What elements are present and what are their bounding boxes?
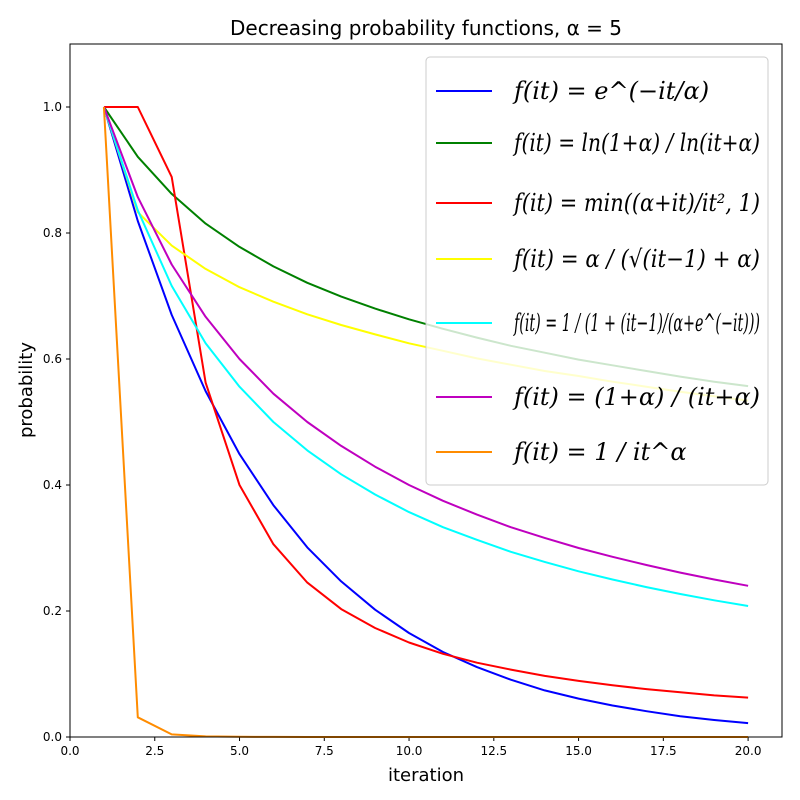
- y-axis-title: probability: [16, 342, 37, 438]
- y-tick-label: 0.8: [43, 226, 62, 240]
- x-tick-label: 10.0: [396, 744, 423, 758]
- x-tick-label: 5.0: [230, 744, 249, 758]
- legend: f(it) = e^(−it/α) f(it) = ln(1+α) / ln(it…: [425, 56, 769, 486]
- x-axis-title: iteration: [388, 765, 464, 786]
- x-tick-label: 2.5: [145, 744, 164, 758]
- series-line-6: [102, 106, 749, 587]
- legend-label-4: f(it) = α / (√(it−1) + α): [512, 245, 760, 273]
- y-tick-label: 0.4: [43, 478, 62, 492]
- series-line-5: [102, 106, 749, 607]
- y-tick-label: 1.0: [43, 100, 62, 114]
- y-tick-label: 0.2: [43, 604, 62, 618]
- y-tick-label: 0.6: [43, 352, 62, 366]
- legend-label-1: f(it) = e^(−it/α): [512, 77, 709, 105]
- x-tick-label: 7.5: [315, 744, 334, 758]
- legend-label-2: f(it) = ln(1+α) / ln(it+α): [512, 129, 760, 157]
- series-line-3: [103, 106, 749, 699]
- x-tick-label: 0.0: [60, 744, 79, 758]
- legend-label-7: f(it) = 1 / it^α: [512, 438, 687, 466]
- axis-ticks: 0.0 2.5 5.0 7.5 10.0 12.5 15.0 17.5 20.0 0.0 0.2 0.…: [43, 100, 762, 758]
- legend-label-3: f(it) = min((α+it)/it², 1): [512, 189, 760, 217]
- y-tick-label: 0.0: [43, 730, 62, 744]
- chart-title: Decreasing probability functions, α = 5: [230, 16, 622, 40]
- x-tick-label: 17.5: [650, 744, 677, 758]
- x-tick-label: 12.5: [480, 744, 507, 758]
- x-tick-label: 15.0: [565, 744, 592, 758]
- legend-label-6: f(it) = (1+α) / (it+α): [512, 383, 760, 411]
- legend-entries: f(it) = e^(−it/α) f(it) = ln(1+α) / ln(it…: [436, 77, 760, 466]
- legend-box: [425, 56, 769, 486]
- plot-area-frame: [69, 43, 783, 738]
- legend-label-5: f(it) = 1 / (1 + (it−1)/(α+e^(−it))): [513, 309, 760, 337]
- x-tick-label: 20.0: [735, 744, 762, 758]
